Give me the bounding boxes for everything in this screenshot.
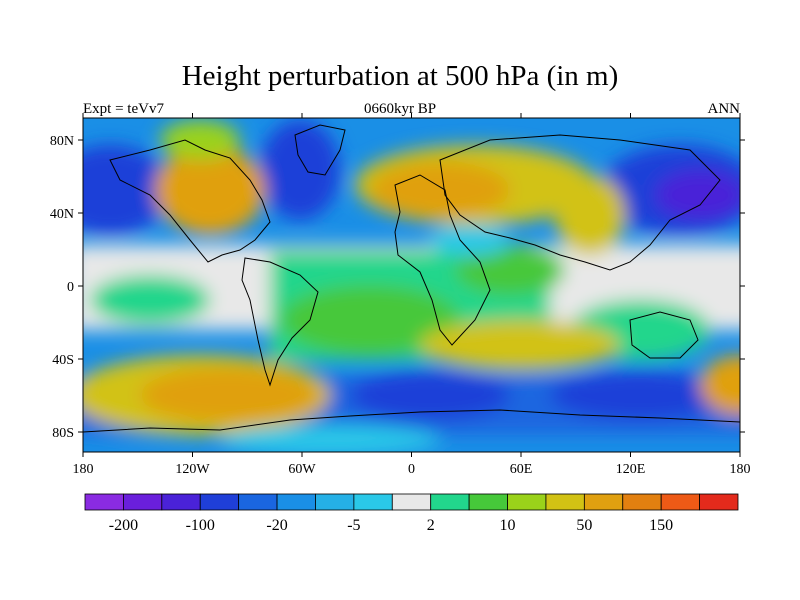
australia-coast xyxy=(629,311,699,359)
lat-tick-label: 0 xyxy=(67,280,74,295)
colorbar-swatch xyxy=(430,493,470,511)
colorbar-label: 150 xyxy=(649,517,673,534)
lat-tick-label: 80N xyxy=(50,134,74,149)
colorbar-swatch xyxy=(199,493,240,511)
colorbar-swatch xyxy=(391,493,432,511)
greenland-coast xyxy=(294,124,346,176)
experiment-label: Expt = teVv7 xyxy=(83,101,164,117)
season-label: ANN xyxy=(707,101,741,117)
colorbar-swatch xyxy=(84,493,124,511)
colorbar-swatch xyxy=(468,493,508,511)
coastlines xyxy=(82,124,741,433)
antarctica-coast xyxy=(82,409,741,433)
colorbar-label: 50 xyxy=(576,517,592,534)
asia-coast xyxy=(439,134,721,271)
south-america-coast xyxy=(241,257,319,387)
lon-tick-label: 180 xyxy=(73,462,94,477)
lon-tick-label: 60W xyxy=(288,462,316,477)
colorbar-label: -200 xyxy=(109,517,138,534)
lat-tick-label: 40S xyxy=(52,353,74,368)
height-perturbation-field xyxy=(83,118,740,452)
axis-ticks: 80N 40N 0 40S 80S 180 120W 60W 0 60E 120E 180 xyxy=(50,113,751,477)
north-america-coast xyxy=(109,139,271,263)
colorbar: -200 -100 -20 -5 2 10 50 150 xyxy=(84,493,739,534)
lon-tick-label: 60E xyxy=(510,462,533,477)
colorbar-swatch xyxy=(660,493,700,511)
lat-tick-label: 40N xyxy=(50,207,74,222)
colorbar-label: -20 xyxy=(266,517,287,534)
colorbar-swatch xyxy=(699,493,739,511)
colorbar-label: -100 xyxy=(186,517,215,534)
colorbar-label: 10 xyxy=(500,517,516,534)
colorbar-swatch xyxy=(315,493,355,511)
lon-tick-label: 180 xyxy=(730,462,751,477)
lon-tick-label: 120W xyxy=(175,462,210,477)
colorbar-swatch xyxy=(276,493,316,511)
lon-tick-label: 0 xyxy=(408,462,415,477)
colorbar-label: -5 xyxy=(347,517,360,534)
colorbar-swatch xyxy=(507,493,547,511)
map-title: Height perturbation at 500 hPa (in m) xyxy=(181,60,619,92)
colorbar-swatch xyxy=(545,493,585,511)
lat-tick-label: 80S xyxy=(52,426,74,441)
colorbar-swatch xyxy=(161,493,201,511)
colorbar-swatch xyxy=(353,493,393,511)
lon-tick-label: 120E xyxy=(616,462,646,477)
europe-africa-coast xyxy=(394,174,491,346)
colorbar-swatch xyxy=(622,493,662,511)
colorbar-label: 2 xyxy=(427,517,435,534)
time-label: 0660kyr BP xyxy=(363,101,437,117)
colorbar-swatch xyxy=(583,493,624,511)
colorbar-swatch xyxy=(123,493,163,511)
colorbar-swatch xyxy=(238,493,278,511)
